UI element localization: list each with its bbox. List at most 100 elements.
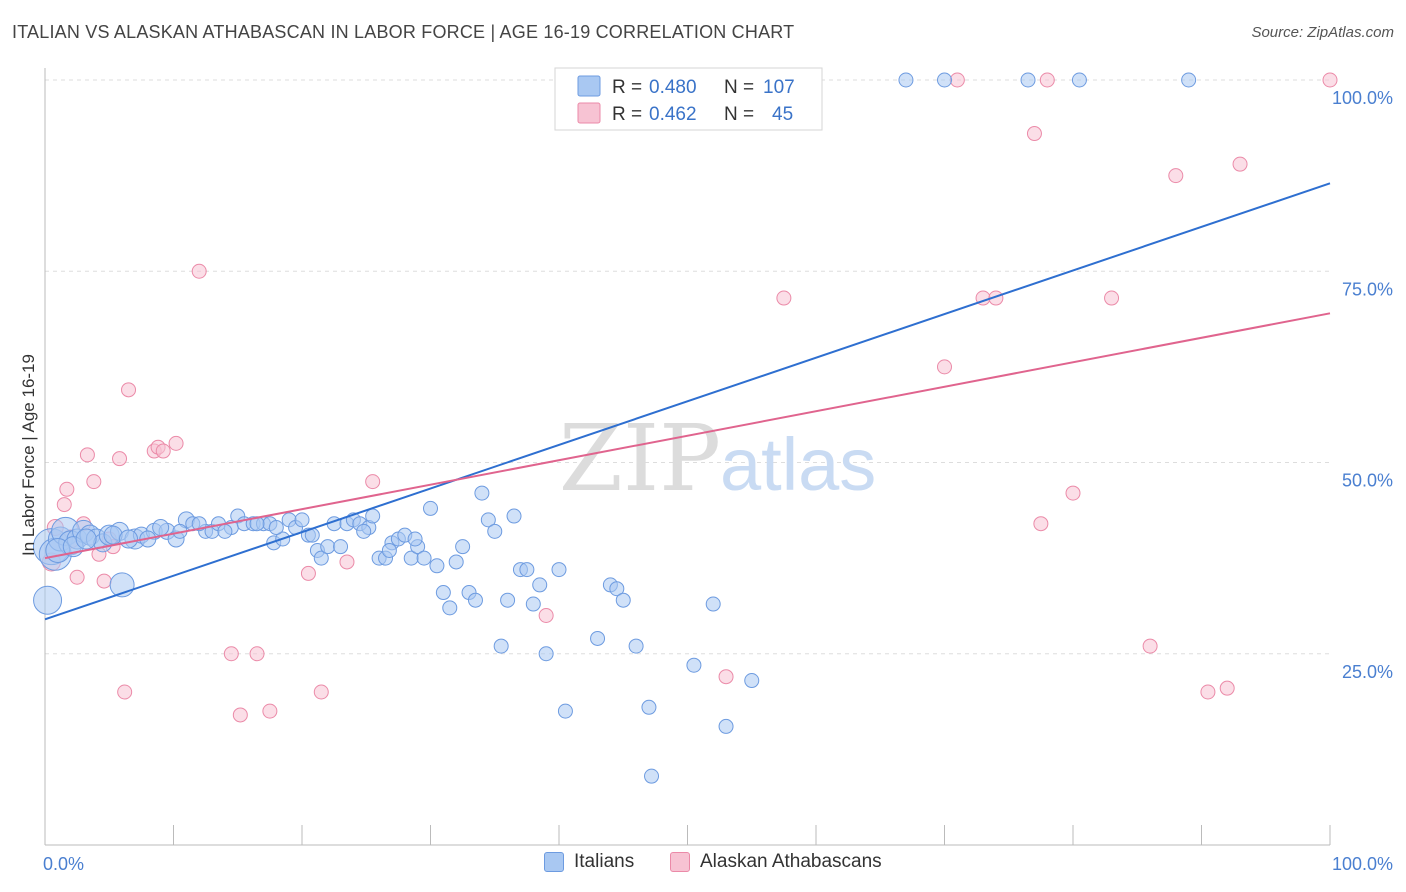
italians-trend-line bbox=[44, 182, 1331, 621]
italians-point bbox=[525, 596, 541, 612]
alaskan-athabascans-point bbox=[1026, 126, 1042, 142]
alaskan-athabascans-point bbox=[538, 608, 554, 623]
alaskan-athabascans-point bbox=[1065, 485, 1081, 501]
alaskan-athabascans-point bbox=[365, 474, 381, 490]
italians-point bbox=[356, 523, 372, 539]
stats-legend-n-value: 45 bbox=[772, 104, 793, 125]
alaskan-athabascans-point bbox=[117, 684, 133, 700]
italians-point bbox=[557, 703, 573, 719]
alaskan-athabascans-point bbox=[1168, 168, 1184, 184]
alaskan-athabascans-point bbox=[191, 263, 207, 279]
alaskan-athabascans-point bbox=[86, 474, 102, 490]
alaskan-athabascans-point bbox=[1232, 156, 1248, 172]
italians-point bbox=[448, 554, 464, 570]
italians-point bbox=[381, 542, 397, 558]
legend-item-alaskan-athabascans[interactable]: Alaskan Athabascans bbox=[670, 851, 882, 873]
chart-source: Source: ZipAtlas.com bbox=[1251, 24, 1394, 41]
alaskan-athabascans-point bbox=[112, 451, 128, 467]
italians-point bbox=[718, 718, 734, 734]
italians-point bbox=[294, 512, 310, 528]
italians-point bbox=[1071, 72, 1087, 88]
alaskan-athabascans-point bbox=[776, 290, 792, 306]
italians-point bbox=[705, 596, 721, 612]
italians-point bbox=[590, 630, 606, 646]
axes bbox=[44, 68, 1331, 846]
italians-point bbox=[467, 592, 483, 608]
alaskan-athabascans-point bbox=[1104, 290, 1120, 306]
italians-point bbox=[744, 673, 760, 689]
legend-swatch-pink bbox=[670, 852, 690, 872]
stats-legend-r-label: R = bbox=[612, 77, 642, 98]
italians-point bbox=[152, 519, 170, 537]
chart-title: ITALIAN VS ALASKAN ATHABASCAN IN LABOR F… bbox=[12, 22, 795, 42]
italians-point bbox=[532, 577, 548, 593]
stats-legend-blue-swatch bbox=[577, 75, 601, 97]
alaskan-athabascans-point bbox=[232, 707, 248, 723]
italians-point bbox=[249, 516, 265, 532]
alaskan-athabascans-point bbox=[718, 669, 734, 685]
italians-point bbox=[217, 523, 233, 539]
italians-point bbox=[313, 550, 329, 566]
italians-point bbox=[644, 768, 660, 784]
watermark-atlas: atlas bbox=[720, 423, 876, 506]
bottom-legend: Italians Alaskan Athabascans bbox=[0, 851, 1406, 881]
alaskan-athabascans-point bbox=[56, 497, 72, 513]
alaskan-athabascans-point bbox=[1142, 638, 1158, 654]
italians-point bbox=[1181, 72, 1197, 88]
italians-point bbox=[641, 699, 657, 715]
alaskan-athabascans-point bbox=[155, 443, 171, 459]
y-tick-label: 100.0% bbox=[1332, 88, 1393, 108]
italians-point bbox=[474, 485, 490, 501]
alaskan-athabascans-point bbox=[1033, 516, 1049, 532]
alaskan-athabascans-point bbox=[249, 646, 265, 662]
alaskan-athabascans-trend-line bbox=[44, 312, 1331, 560]
alaskan-athabascans-point bbox=[168, 435, 184, 451]
series-alaskan-athabascans-points bbox=[41, 72, 1338, 723]
italians-point bbox=[33, 585, 63, 615]
italians-point bbox=[320, 539, 336, 555]
alaskan-athabascans-point bbox=[59, 481, 75, 497]
y-tick-label: 75.0% bbox=[1342, 279, 1393, 299]
alaskan-athabascans-point bbox=[69, 569, 85, 585]
alaskan-athabascans-point bbox=[1039, 72, 1055, 88]
italians-point bbox=[506, 508, 522, 524]
trend-lines bbox=[44, 182, 1331, 621]
italians-point bbox=[487, 523, 503, 539]
italians-point bbox=[429, 558, 445, 574]
y-tick-label: 25.0% bbox=[1342, 662, 1393, 682]
alaskan-athabascans-point bbox=[79, 447, 95, 463]
alaskan-athabascans-point bbox=[223, 646, 239, 662]
italians-point bbox=[1020, 72, 1036, 88]
italians-point bbox=[75, 528, 97, 550]
alaskan-athabascans-point bbox=[96, 573, 112, 589]
italians-point bbox=[407, 531, 423, 547]
tick-labels: 25.0% 50.0% 75.0% 100.0% 0.0% 100.0% bbox=[43, 88, 1393, 874]
stats-legend-r-label: R = bbox=[612, 104, 642, 125]
alaskan-athabascans-point bbox=[1322, 72, 1338, 88]
stats-legend-n-value: 107 bbox=[763, 77, 795, 98]
italians-point bbox=[268, 520, 284, 536]
legend-item-italians[interactable]: Italians bbox=[544, 851, 634, 873]
y-axis-label: In Labor Force | Age 16-19 bbox=[19, 354, 38, 556]
alaskan-athabascans-point bbox=[1200, 684, 1216, 700]
italians-point bbox=[119, 529, 139, 549]
watermark: ZIP atlas bbox=[559, 405, 876, 512]
italians-point bbox=[480, 512, 496, 528]
italians-point bbox=[442, 600, 458, 616]
alaskan-athabascans-point bbox=[949, 72, 965, 88]
italians-point bbox=[538, 646, 554, 662]
italians-point bbox=[898, 72, 914, 88]
y-tick-label: 50.0% bbox=[1342, 471, 1393, 491]
alaskan-athabascans-point bbox=[262, 703, 278, 719]
stats-legend: R = 0.480 N = 107 R = 0.462 N = 45 bbox=[554, 67, 823, 131]
stats-legend-n-label: N = bbox=[724, 77, 754, 98]
alaskan-athabascans-point bbox=[339, 554, 355, 570]
legend-label-alaskan-athabascans: Alaskan Athabascans bbox=[700, 851, 882, 872]
italians-point bbox=[551, 562, 567, 578]
stats-legend-n-label: N = bbox=[724, 104, 754, 125]
italians-point bbox=[493, 638, 509, 654]
alaskan-athabascans-point bbox=[937, 359, 952, 375]
watermark-zip: ZIP bbox=[559, 405, 721, 512]
italians-point bbox=[609, 581, 625, 597]
